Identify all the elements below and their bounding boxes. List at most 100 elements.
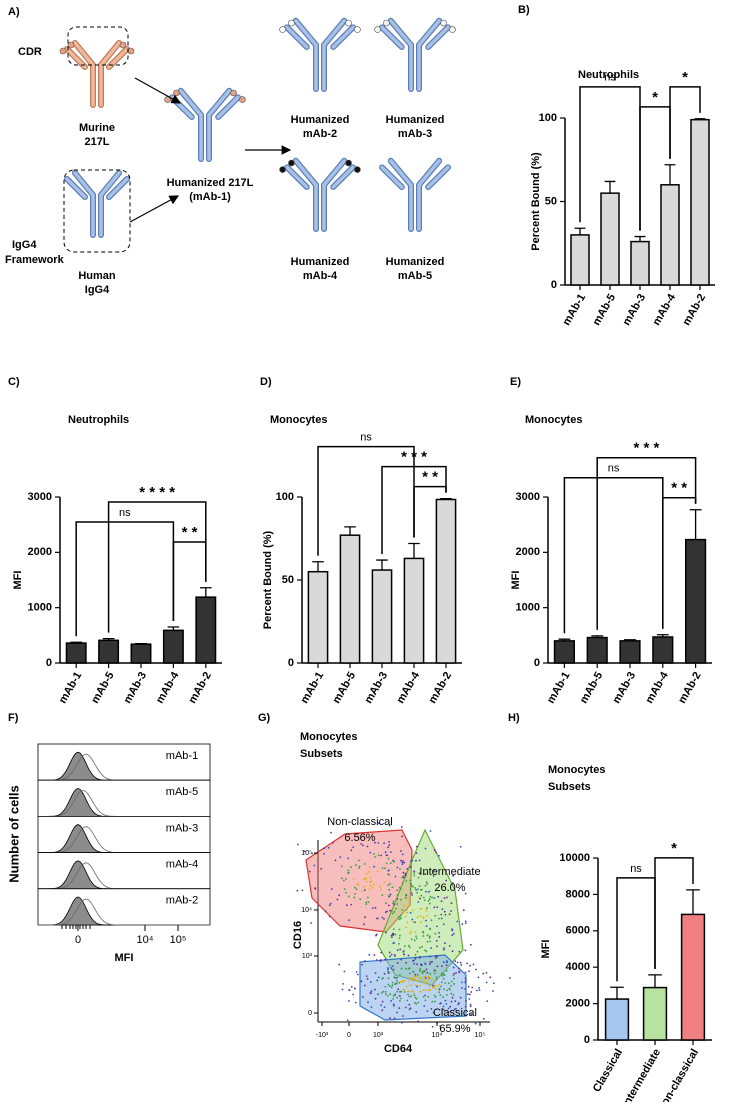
event-dot bbox=[365, 903, 368, 905]
event-dot bbox=[354, 1001, 357, 1004]
chart-title: Monocytes bbox=[525, 414, 582, 426]
event-dot bbox=[384, 990, 387, 993]
event-dot bbox=[399, 868, 401, 870]
event-dot bbox=[446, 896, 448, 899]
event-dot bbox=[381, 1009, 384, 1012]
x-tick-label: Intermediate bbox=[620, 1047, 663, 1102]
event-dot bbox=[439, 1027, 442, 1030]
cdr-tip bbox=[449, 26, 456, 33]
event-dot bbox=[410, 995, 413, 998]
event-dot bbox=[441, 965, 443, 967]
event-dot bbox=[467, 985, 470, 988]
event-dot bbox=[396, 889, 399, 892]
antibody-chain bbox=[389, 159, 413, 187]
event-dot bbox=[414, 1001, 416, 1004]
x-tick-label: mAb-4 bbox=[154, 669, 182, 705]
event-dot bbox=[383, 842, 385, 845]
row-label: mAb-3 bbox=[166, 822, 198, 834]
event-dot bbox=[464, 988, 467, 990]
bar bbox=[339, 534, 361, 664]
significance-label: * bbox=[652, 89, 658, 106]
event-dot bbox=[433, 897, 436, 899]
event-dot bbox=[419, 979, 421, 982]
event-dot bbox=[409, 1007, 412, 1010]
event-dot bbox=[380, 854, 382, 857]
event-dot bbox=[388, 951, 391, 954]
event-dot bbox=[401, 863, 404, 866]
antibody-chain bbox=[107, 47, 129, 69]
cdr-tip bbox=[239, 96, 246, 103]
event-dot bbox=[350, 986, 353, 988]
event-dot bbox=[420, 964, 423, 967]
error-bar bbox=[624, 639, 636, 641]
y-axis-label: Percent Bound (%) bbox=[530, 152, 542, 251]
event-dot bbox=[310, 922, 312, 924]
event-dot bbox=[389, 851, 392, 853]
event-dot bbox=[438, 988, 441, 991]
event-dot bbox=[461, 981, 463, 984]
event-dot bbox=[464, 1006, 467, 1008]
event-dot bbox=[456, 920, 459, 923]
row-label: mAb-4 bbox=[166, 859, 198, 871]
panel-label: G) bbox=[258, 712, 271, 724]
event-dot bbox=[415, 984, 417, 987]
event-dot bbox=[390, 986, 393, 989]
event-dot bbox=[415, 845, 418, 848]
event-dot bbox=[398, 928, 401, 931]
event-dot bbox=[434, 969, 437, 972]
event-dot bbox=[348, 1000, 350, 1002]
event-dot bbox=[452, 966, 455, 969]
event-dot bbox=[415, 937, 418, 940]
event-dot bbox=[380, 888, 383, 891]
event-dot bbox=[347, 869, 350, 872]
event-dot bbox=[464, 922, 467, 924]
chart-title: Subsets bbox=[300, 748, 343, 760]
cdr-tip bbox=[374, 26, 381, 33]
event-dot bbox=[380, 1004, 382, 1006]
event-dot bbox=[409, 972, 411, 975]
event-dot bbox=[389, 909, 391, 912]
y-tick-label: 2000 bbox=[516, 546, 540, 558]
event-dot bbox=[432, 984, 434, 987]
event-dot bbox=[409, 904, 411, 906]
event-dot bbox=[399, 997, 402, 1000]
event-dot bbox=[365, 975, 368, 977]
event-dot bbox=[429, 927, 431, 930]
event-dot bbox=[420, 915, 422, 918]
event-dot bbox=[404, 991, 406, 993]
event-dot bbox=[416, 891, 419, 894]
x-tick-label: 10⁵ bbox=[475, 1032, 486, 1039]
event-dot bbox=[469, 964, 471, 967]
event-dot bbox=[400, 898, 402, 901]
event-dot bbox=[425, 968, 428, 971]
event-dot bbox=[418, 896, 421, 899]
event-dot bbox=[392, 1003, 395, 1006]
event-dot bbox=[413, 939, 416, 942]
event-dot bbox=[365, 873, 368, 875]
event-dot bbox=[388, 985, 391, 988]
node-label: Humanized bbox=[291, 256, 350, 268]
event-dot bbox=[405, 985, 408, 988]
event-dot bbox=[445, 879, 448, 882]
event-dot bbox=[434, 1000, 436, 1003]
event-dot bbox=[400, 859, 402, 862]
event-dot bbox=[396, 894, 399, 896]
event-dot bbox=[393, 976, 396, 978]
node-label: IgG4 bbox=[85, 284, 110, 296]
antibody-chain bbox=[216, 95, 240, 119]
event-dot bbox=[428, 975, 430, 978]
event-dot bbox=[382, 990, 385, 993]
event-dot bbox=[391, 981, 394, 984]
row-label: mAb-5 bbox=[166, 786, 198, 798]
event-dot bbox=[354, 893, 356, 895]
event-dot bbox=[410, 860, 412, 863]
event-dot bbox=[380, 992, 383, 994]
event-dot bbox=[393, 910, 396, 913]
event-dot bbox=[424, 847, 427, 850]
event-dot bbox=[426, 934, 429, 937]
event-dot bbox=[451, 929, 454, 932]
event-dot bbox=[419, 956, 421, 958]
event-dot bbox=[392, 968, 395, 971]
event-dot bbox=[453, 983, 455, 985]
